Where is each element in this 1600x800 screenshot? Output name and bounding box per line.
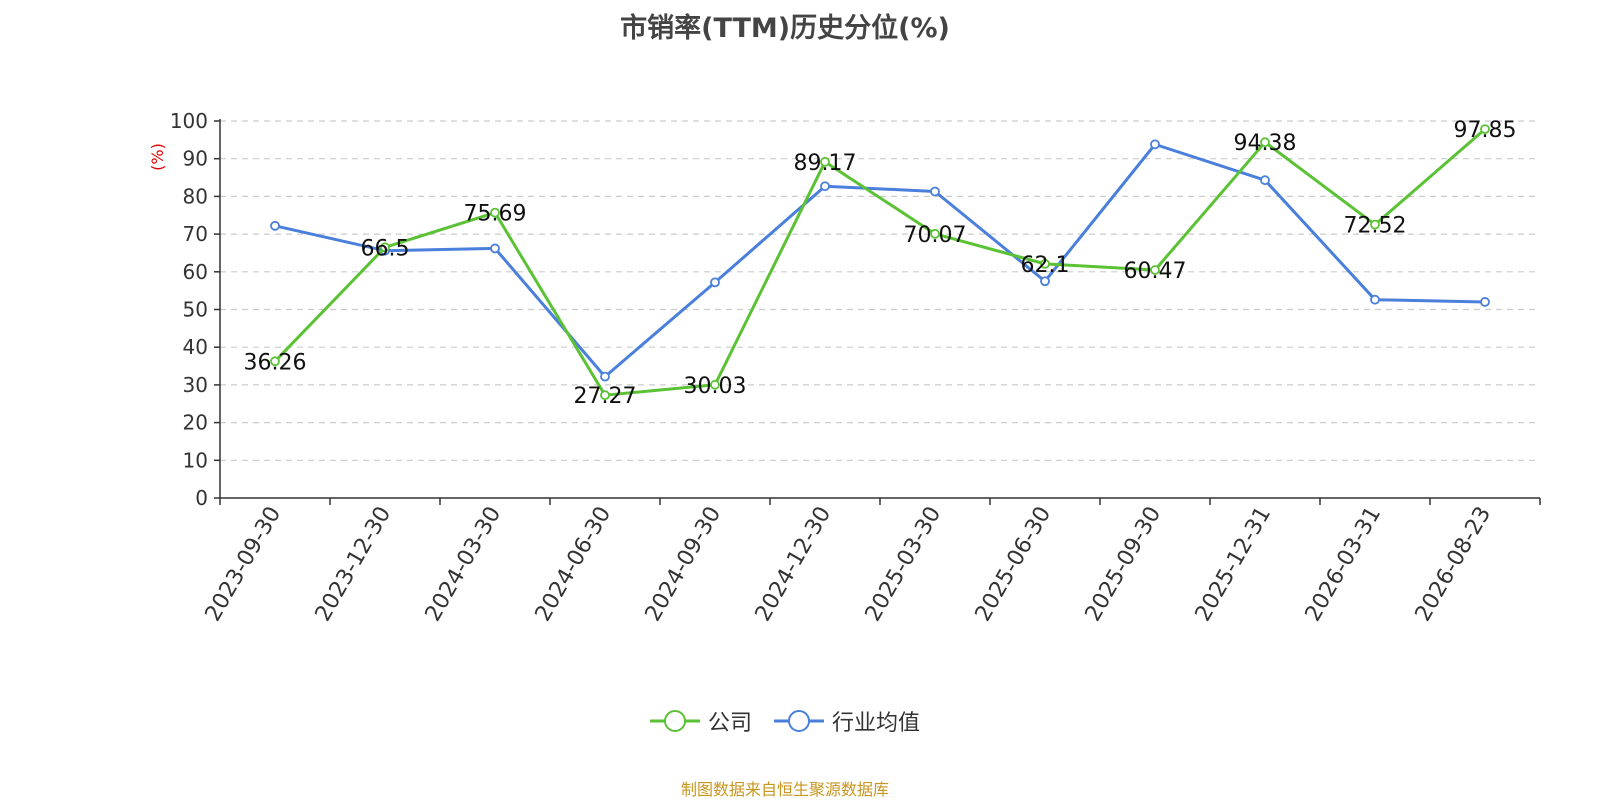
chart-title: 市销率(TTM)历史分位(%) [620, 13, 950, 44]
data-label: 72.52 [1344, 214, 1407, 239]
y-tick-label: 50 [183, 298, 208, 322]
y-tick-label: 70 [183, 222, 208, 246]
data-point-company [1260, 137, 1270, 148]
data-point-company [270, 356, 280, 367]
y-tick-label: 0 [195, 486, 208, 510]
data-label: 75.69 [464, 202, 527, 227]
y-tick-label: 100 [170, 109, 208, 133]
data-label: 94.38 [1234, 131, 1297, 156]
series-line-company [273, 127, 1486, 397]
legend-company-label: 公司 [707, 711, 752, 736]
data-point-industry [930, 186, 940, 197]
source-note: 制图数据来自恒生聚源数据库 [680, 780, 889, 799]
y-axis-label: (%) [148, 143, 167, 171]
y-tick-label: 90 [183, 147, 208, 171]
data-point-company [930, 228, 940, 239]
x-tick-label: 2026-08-23 [1411, 503, 1497, 626]
data-label: 30.03 [684, 374, 747, 399]
y-tick-label: 20 [183, 411, 208, 435]
legend: 公司 行业均值 [0, 705, 1570, 737]
legend-item-company[interactable]: 公司 [649, 705, 752, 737]
data-label: 27.27 [574, 384, 637, 409]
data-label: 97.85 [1454, 118, 1517, 143]
x-tick-label: 2025-06-30 [971, 503, 1057, 626]
data-point-industry [1150, 139, 1160, 150]
series-line-industry [274, 142, 1486, 379]
x-tick-label: 2025-09-30 [1081, 503, 1167, 626]
data-point-company [1480, 124, 1490, 135]
grid-lines [220, 120, 1540, 461]
data-label: 89.17 [794, 151, 857, 176]
data-label: 62.1 [1021, 253, 1070, 278]
data-point-industry [1370, 294, 1380, 305]
series-layer [270, 124, 1490, 401]
data-point-industry [600, 371, 610, 382]
data-point-industry [270, 220, 280, 231]
data-label: 36.26 [244, 350, 307, 375]
y-tick-label: 10 [183, 448, 208, 472]
y-tick-label: 60 [183, 260, 208, 284]
data-point-industry [820, 181, 830, 192]
y-tick-label: 30 [183, 373, 208, 397]
data-point-industry [710, 277, 720, 288]
data-label: 66.5 [361, 236, 410, 261]
data-point-company [380, 242, 390, 253]
x-tick-label: 2023-12-30 [311, 503, 397, 626]
data-point-industry [1040, 276, 1050, 287]
data-point-company [600, 390, 610, 401]
data-label: 60.47 [1124, 259, 1187, 284]
data-point-company [1370, 219, 1380, 230]
data-point-industry [490, 243, 500, 254]
legend-industry-label: 行业均值 [832, 711, 921, 736]
data-label: 70.07 [904, 223, 967, 248]
y-tick-label: 80 [183, 184, 208, 208]
x-tick-label: 2024-09-30 [641, 503, 727, 626]
x-tick-label: 2024-03-30 [421, 503, 507, 626]
y-tick-label: 40 [183, 335, 208, 359]
data-point-industry [1480, 297, 1490, 307]
x-tick-label: 2024-12-30 [751, 503, 837, 626]
x-tick-label: 2025-12-31 [1191, 503, 1277, 626]
data-labels: 36.26 66.5 75.69 27.27 30.03 89.17 70.07 62.1 60… [244, 118, 1517, 409]
data-point-industry [1260, 175, 1270, 186]
x-axis: 2023-09-30 2023-12-30 2024-03-30 2024-06-30… [201, 497, 1541, 626]
legend-company-icon [649, 710, 700, 732]
x-tick-label: 2024-06-30 [531, 503, 617, 626]
legend-item-industry[interactable]: 行业均值 [774, 705, 920, 737]
data-point-company [490, 207, 500, 218]
data-point-company [710, 379, 720, 390]
x-tick-label: 2023-09-30 [201, 503, 287, 626]
legend-industry-icon [774, 710, 824, 732]
y-axis: 0 10 20 30 40 50 60 70 80 90 100(%) [148, 109, 221, 510]
data-point-company [1040, 258, 1050, 269]
data-point-company [1150, 265, 1160, 275]
data-point-company [820, 156, 830, 167]
x-tick-label: 2026-03-31 [1301, 503, 1387, 626]
x-tick-label: 2025-03-30 [861, 503, 947, 626]
